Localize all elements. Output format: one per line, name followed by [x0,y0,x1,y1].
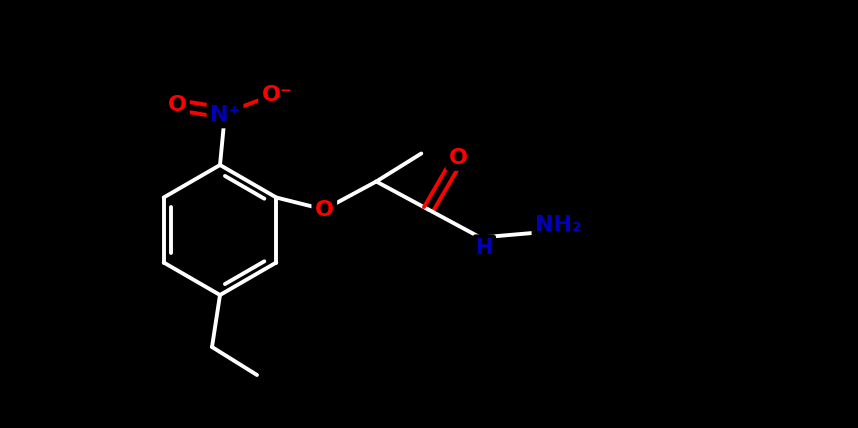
Text: O: O [167,95,186,115]
Text: O: O [449,148,468,167]
Text: O⁻: O⁻ [262,85,293,105]
Text: N⁺: N⁺ [210,105,240,125]
Text: H: H [475,238,493,258]
Text: O: O [315,199,334,220]
Text: NH₂: NH₂ [535,214,582,235]
